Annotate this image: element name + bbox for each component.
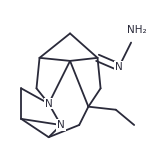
Text: NH₂: NH₂ [127, 25, 147, 35]
Text: N: N [115, 62, 123, 72]
Text: N: N [57, 120, 65, 130]
Text: N: N [45, 99, 53, 109]
